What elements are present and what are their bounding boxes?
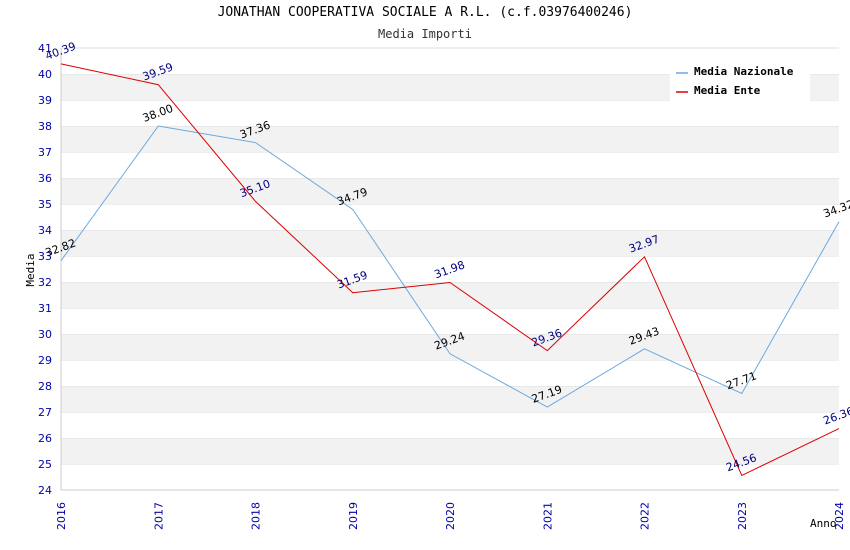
y-tick-label: 39 bbox=[38, 94, 52, 107]
y-tick-label: 31 bbox=[38, 302, 52, 315]
y-tick-label: 24 bbox=[38, 484, 52, 497]
y-axis-ticks: 24 25 26 27 28 29 30 31 32 33 34 35 36 37 38 39 40 41 bbox=[38, 42, 52, 497]
grid-band bbox=[61, 438, 839, 464]
y-tick-label: 33 bbox=[38, 250, 52, 263]
x-axis-label: Anno bbox=[810, 517, 837, 530]
y-tick-label: 36 bbox=[38, 172, 52, 185]
legend: Media Nazionale Media Ente bbox=[670, 60, 810, 102]
x-tick-label: 2016 bbox=[55, 502, 68, 530]
grid-band bbox=[61, 230, 839, 256]
x-tick-label: 2020 bbox=[444, 502, 457, 530]
grid-band bbox=[61, 126, 839, 152]
grid-band bbox=[61, 360, 839, 386]
x-tick-label: 2018 bbox=[250, 502, 263, 530]
grid-band bbox=[61, 100, 839, 126]
x-tick-label: 2024 bbox=[833, 502, 846, 530]
x-tick-label: 2023 bbox=[736, 502, 749, 530]
y-tick-label: 37 bbox=[38, 146, 52, 159]
y-tick-label: 34 bbox=[38, 224, 52, 237]
x-axis-ticks: 2016 2017 2018 2019 2020 2021 2022 2023 2024 bbox=[55, 502, 846, 530]
series-line-nazionale bbox=[60, 125, 840, 408]
legend-label-ente: Media Ente bbox=[694, 84, 761, 97]
grid-band bbox=[61, 204, 839, 230]
x-tick-label: 2022 bbox=[639, 502, 652, 530]
grid-band bbox=[61, 464, 839, 490]
y-tick-label: 28 bbox=[38, 380, 52, 393]
y-tick-label: 30 bbox=[38, 328, 52, 341]
y-tick-label: 32 bbox=[38, 276, 52, 289]
grid-band bbox=[61, 282, 839, 308]
y-tick-label: 29 bbox=[38, 354, 52, 367]
x-tick-label: 2017 bbox=[152, 502, 165, 530]
x-tick-label: 2019 bbox=[347, 502, 360, 530]
grid-band bbox=[61, 256, 839, 282]
y-tick-label: 35 bbox=[38, 198, 52, 211]
y-tick-label: 25 bbox=[38, 458, 52, 471]
chart-title: JONATHAN COOPERATIVA SOCIALE A R.L. (c.f… bbox=[217, 5, 633, 20]
grid-band bbox=[61, 178, 839, 204]
y-axis-label: Media bbox=[24, 253, 37, 286]
grid-band bbox=[61, 334, 839, 360]
grid-band bbox=[61, 152, 839, 178]
y-tick-label: 26 bbox=[38, 432, 52, 445]
legend-label-nazionale: Media Nazionale bbox=[694, 65, 794, 78]
grid-band bbox=[61, 308, 839, 334]
grid-band bbox=[61, 386, 839, 412]
series-lines bbox=[60, 63, 840, 477]
y-tick-label: 40 bbox=[38, 68, 52, 81]
x-tick-label: 2021 bbox=[541, 502, 554, 530]
y-tick-label: 27 bbox=[38, 406, 52, 419]
chart-subtitle: Media Importi bbox=[378, 27, 472, 41]
legend-box bbox=[670, 60, 810, 102]
y-tick-label: 38 bbox=[38, 120, 52, 133]
grid-band bbox=[61, 412, 839, 438]
grid-bands bbox=[60, 47, 839, 491]
y-tick-label: 41 bbox=[38, 42, 52, 55]
series-line-ente bbox=[60, 63, 840, 477]
